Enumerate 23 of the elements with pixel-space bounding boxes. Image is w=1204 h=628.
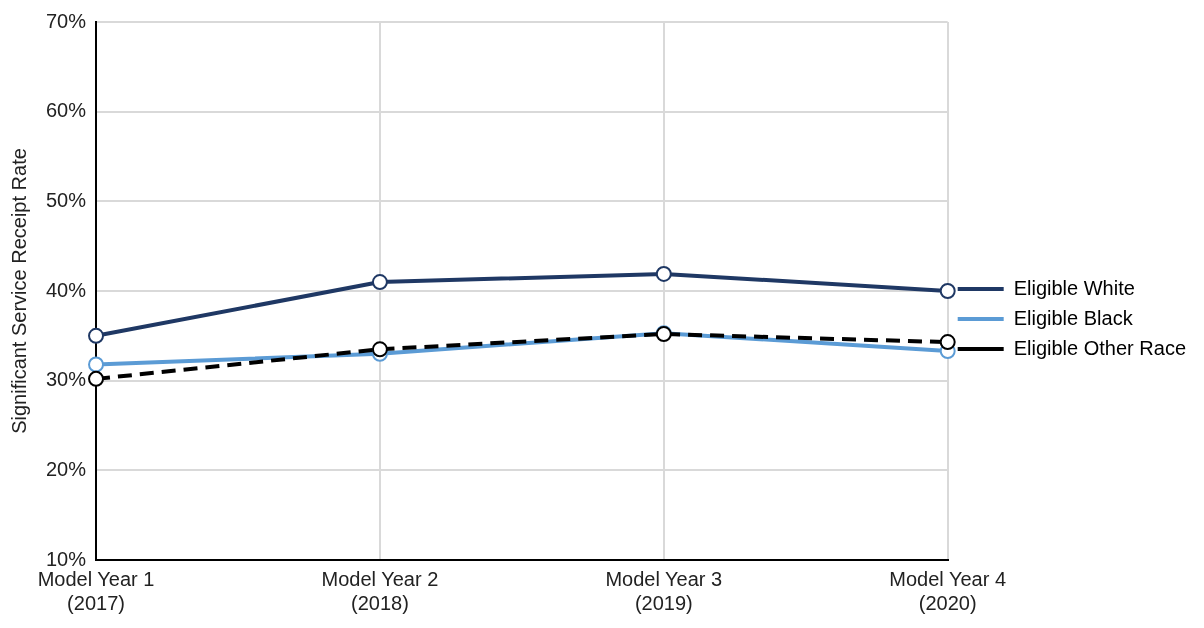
point <box>939 334 956 351</box>
y-tick-label: 60% <box>46 99 87 122</box>
x-tick-label: Model Year 2 (2018) <box>321 567 439 614</box>
legend-label: Eligible White <box>1013 276 1135 299</box>
y-axis-title: Significant Service Receipt Rate <box>7 148 30 434</box>
x-tick-label: Model Year 4 (2020) <box>889 567 1007 614</box>
point <box>88 327 105 344</box>
point <box>371 274 388 291</box>
y-tick-label: 10% <box>46 547 87 570</box>
y-tick-label: 40% <box>46 278 87 301</box>
y-tick-label: 70% <box>46 9 87 32</box>
point <box>939 283 956 299</box>
x-tick-label: Model Year 3 (2019) <box>605 567 723 614</box>
y-tick-label: 20% <box>46 457 87 480</box>
legend-label: Eligible Black <box>1013 306 1134 329</box>
x-tick-label: Model Year 1 (2017) <box>37 567 155 614</box>
point <box>88 370 105 387</box>
y-tick-label: 50% <box>46 188 87 211</box>
point <box>371 341 388 358</box>
legend-label: Eligible Other Race <box>1013 336 1187 359</box>
y-tick-label: 30% <box>46 368 87 391</box>
point <box>88 356 105 373</box>
point <box>655 265 672 282</box>
